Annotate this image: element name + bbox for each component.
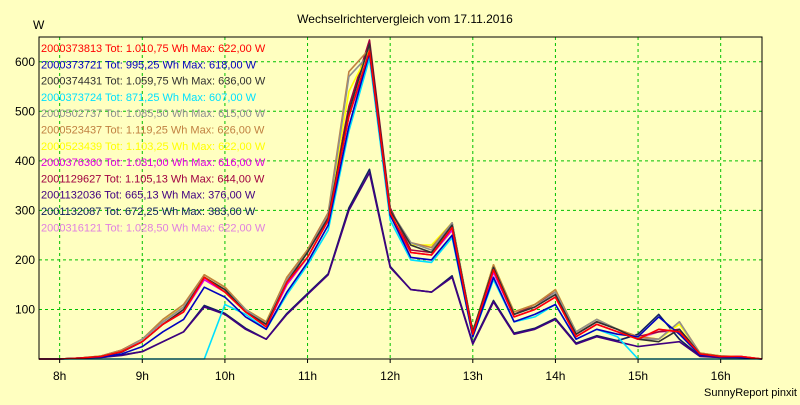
- chart-title: Wechselrichtervergleich vom 17.11.2016: [297, 12, 513, 26]
- x-tick-label: 10h: [215, 369, 235, 383]
- legend-entry: 2001132036 Tot: 665,13 Wh Max: 376,00 W: [41, 190, 256, 202]
- y-tick-label: 300: [15, 203, 35, 217]
- legend-entry: 2000373813 Tot: 1.010,75 Wh Max: 622,00 …: [41, 43, 266, 55]
- legend-entry: 2001132087 Tot: 672,25 Wh Max: 383,00 W: [41, 206, 256, 218]
- x-tick-label: 12h: [380, 369, 400, 383]
- axes: 100 200 300 400 500 600 8h 9h 10h 11h 12h 13h 14h 15h…: [15, 36, 763, 383]
- legend-entry: 2000373721 Tot: 995,25 Wh Max: 618,00 W: [41, 59, 257, 71]
- x-tick-label: 15h: [628, 369, 648, 383]
- legend-entry: 2000523437 Tot: 1.119,25 Wh Max: 626,00 …: [41, 125, 265, 137]
- x-tick-label: 13h: [463, 369, 483, 383]
- legend-entry: 2000502737 Tot: 1.085,50 Wh Max: 615,00 …: [41, 108, 266, 120]
- x-tick-label: 11h: [298, 369, 317, 383]
- y-tick-label: 600: [15, 55, 35, 69]
- legend-entry: 2000376360 Tot: 1.031,00 Wh Max: 616,00 …: [41, 157, 266, 169]
- plot-frame: [38, 36, 763, 360]
- legend-entry: 2001129627 Tot: 1.105,13 Wh Max: 644,00 …: [41, 173, 265, 185]
- series-lines: [39, 39, 763, 360]
- series-line: [39, 171, 763, 360]
- y-tick-label: 500: [15, 104, 35, 118]
- y-axis-unit-label: W: [33, 18, 45, 32]
- x-tick-label: 9h: [136, 369, 149, 383]
- y-tick-label: 100: [15, 302, 35, 316]
- series-line: [39, 52, 763, 360]
- x-tick-label: 14h: [545, 369, 565, 383]
- legend: 2000373813 Tot: 1.010,75 Wh Max: 622,00 …: [41, 43, 266, 234]
- x-tick-label: 8h: [53, 369, 66, 383]
- legend-entry: 2000316121 Tot: 1.028,50 Wh Max: 622,00 …: [41, 222, 266, 234]
- x-tick-label: 16h: [711, 369, 731, 383]
- series-line: [39, 50, 763, 360]
- footer-credit: SunnyReport pinxit: [704, 387, 797, 399]
- grid: [39, 37, 762, 359]
- legend-entry: 2000523439 Tot: 1.103,25 Wh Max: 622,00 …: [41, 141, 266, 153]
- legend-entry: 2000374431 Tot: 1.059,75 Wh Max: 636,00 …: [41, 76, 266, 88]
- y-tick-label: 200: [15, 253, 35, 267]
- legend-entry: 2000373724 Tot: 871,25 Wh Max: 607,00 W: [41, 92, 257, 104]
- y-tick-label: 400: [15, 154, 35, 168]
